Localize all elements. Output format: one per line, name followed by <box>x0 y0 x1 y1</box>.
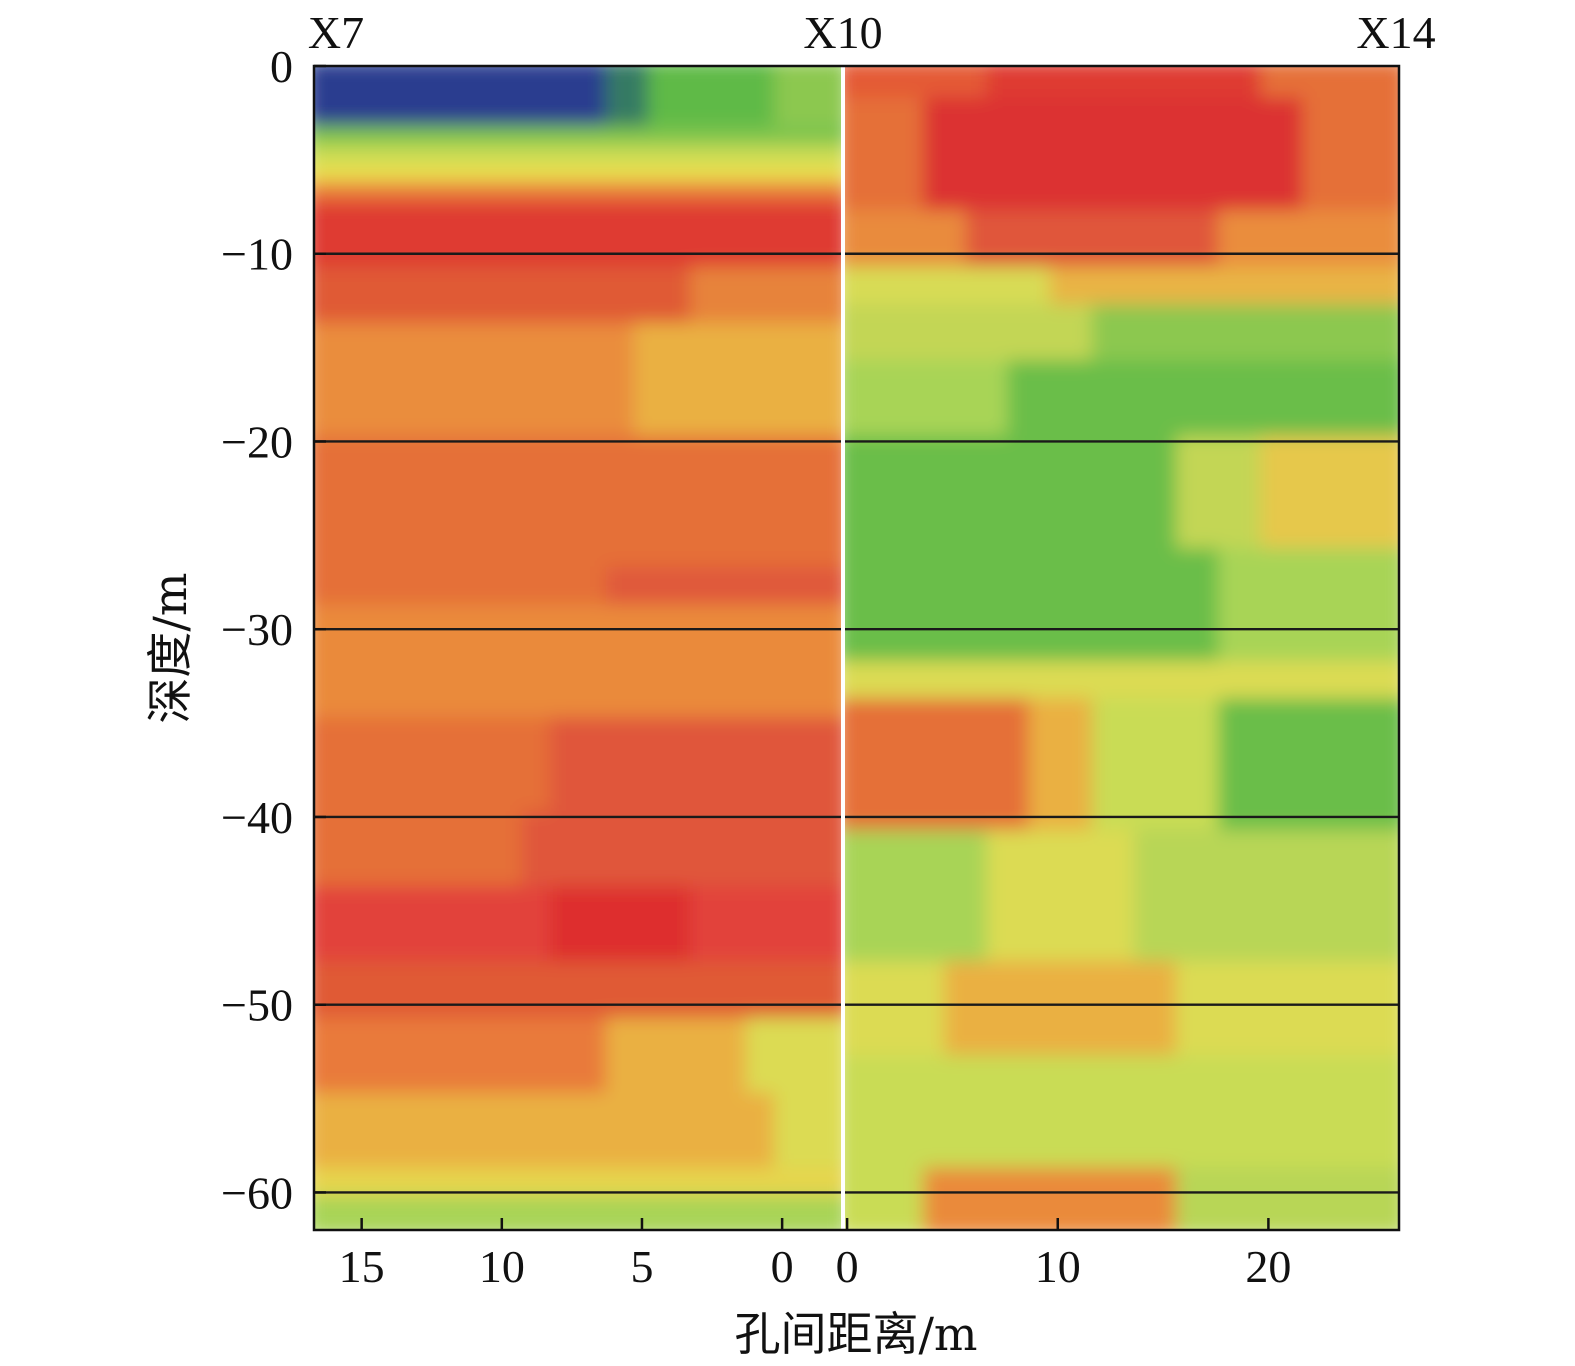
heat-cell-x7-x10-16-0 <box>314 1092 791 1180</box>
heat-cell-x7-x10-10-0 <box>314 604 841 730</box>
heat-cell-x10-x14-11-1 <box>944 961 1193 1068</box>
heat-cell-x10-x14-9-0 <box>845 698 1045 842</box>
heat-cell-x7-x10-18-0 <box>314 1195 841 1230</box>
x-tick-label-x10-x14-20: 20 <box>1245 1241 1291 1292</box>
borehole-label-x10: X10 <box>803 7 882 58</box>
plot-frame <box>312 64 1401 1232</box>
heat-cell-x10-x14-1-2 <box>1302 97 1399 223</box>
heat-cell-x7-x10-13-2 <box>690 886 841 974</box>
heat-cell-x7-x10-13-0 <box>314 886 566 974</box>
heat-cell-x10-x14-1-1 <box>923 97 1319 223</box>
heatmap-x7-x10 <box>314 66 841 1230</box>
depth-lines-x7-x10 <box>314 252 841 1194</box>
y-tick-label-60: −60 <box>221 1167 293 1218</box>
heat-cell-x10-x14-11-0 <box>845 961 961 1068</box>
heat-cell-x10-x14-11-2 <box>1176 961 1399 1068</box>
heat-cell-x7-x10-13-1 <box>549 886 707 974</box>
y-tick-label-10: −10 <box>221 229 293 280</box>
heat-cell-x10-x14-9-2 <box>1091 698 1235 842</box>
y-tick-label-0: 0 <box>270 41 293 92</box>
heat-cell-x7-x10-15-0 <box>314 1017 622 1105</box>
x-tick-label-x10-x14-10: 10 <box>1035 1241 1081 1292</box>
heat-cell-x7-x10-15-1 <box>605 1017 763 1105</box>
borehole-divider <box>841 66 845 1230</box>
x-tick-label-x7-x10-10: 10 <box>479 1241 525 1292</box>
heat-cell-x7-x10-11-1 <box>549 717 841 823</box>
heat-cell-x10-x14-5-0 <box>845 360 1024 448</box>
heat-cell-x10-x14-6-1 <box>1176 435 1277 561</box>
heat-cell-x7-x10-7-1 <box>634 322 841 448</box>
heat-cell-x10-x14-12-0 <box>845 1055 1399 1180</box>
heat-cell-x10-x14-6-0 <box>845 435 1193 561</box>
heat-cell-x7-x10-12-0 <box>314 811 538 899</box>
heat-cell-x7-x10-15-2 <box>746 1017 841 1105</box>
x-tick-label-x7-x10-15: 15 <box>339 1241 385 1292</box>
heat-cell-x7-x10-5-0 <box>314 200 841 279</box>
x-tick-label-x7-x10-5: 5 <box>630 1241 653 1292</box>
heat-cell-x10-x14-10-0 <box>845 829 1003 974</box>
heat-cell-x7-x10-8-0 <box>314 435 841 579</box>
heat-cell-x10-x14-10-1 <box>986 829 1151 974</box>
y-axis: 0 −10 −20 −30 −40 −50 −60 <box>221 41 326 1218</box>
borehole-label-x7: X7 <box>308 7 364 58</box>
y-tick-label-50: −50 <box>221 980 293 1031</box>
heat-cell-x10-x14-7-1 <box>1218 548 1399 673</box>
depth-lines-x10-x14 <box>845 252 1399 1194</box>
panel-x10-x14 <box>845 66 1399 1230</box>
heat-cell-x10-x14-6-2 <box>1260 435 1399 561</box>
heat-cell-x10-x14-9-3 <box>1218 698 1399 842</box>
heat-cell-x10-x14-7-0 <box>845 548 1235 673</box>
heat-cell-x10-x14-5-1 <box>1007 360 1399 448</box>
heatmap-x10-x14 <box>845 66 1399 1230</box>
y-tick-label-20: −20 <box>221 416 293 467</box>
y-axis-title: 深度/m <box>143 572 197 723</box>
heat-cell-x10-x14-10-2 <box>1134 829 1399 974</box>
heat-cell-x7-x10-7-0 <box>314 322 650 448</box>
panel-x7-x10 <box>314 66 841 1230</box>
y-tick-label-40: −40 <box>221 792 293 843</box>
x-axis: 15 10 5 0 0 10 20 <box>339 1218 1291 1292</box>
y-tick-label-30: −30 <box>221 604 293 655</box>
x-tick-label-x7-x10-0: 0 <box>771 1241 794 1292</box>
heat-cell-x7-x10-16-1 <box>774 1092 841 1180</box>
x-axis-title: 孔间距离/m <box>734 1307 977 1361</box>
borehole-label-x14: X14 <box>1356 7 1435 58</box>
x-tick-label-x10-x14-0: 0 <box>836 1241 859 1292</box>
heat-cell-x7-x10-11-0 <box>314 717 566 823</box>
heat-cell-x7-x10-12-1 <box>521 811 841 899</box>
heat-cell-x10-x14-13-2 <box>1176 1167 1399 1230</box>
